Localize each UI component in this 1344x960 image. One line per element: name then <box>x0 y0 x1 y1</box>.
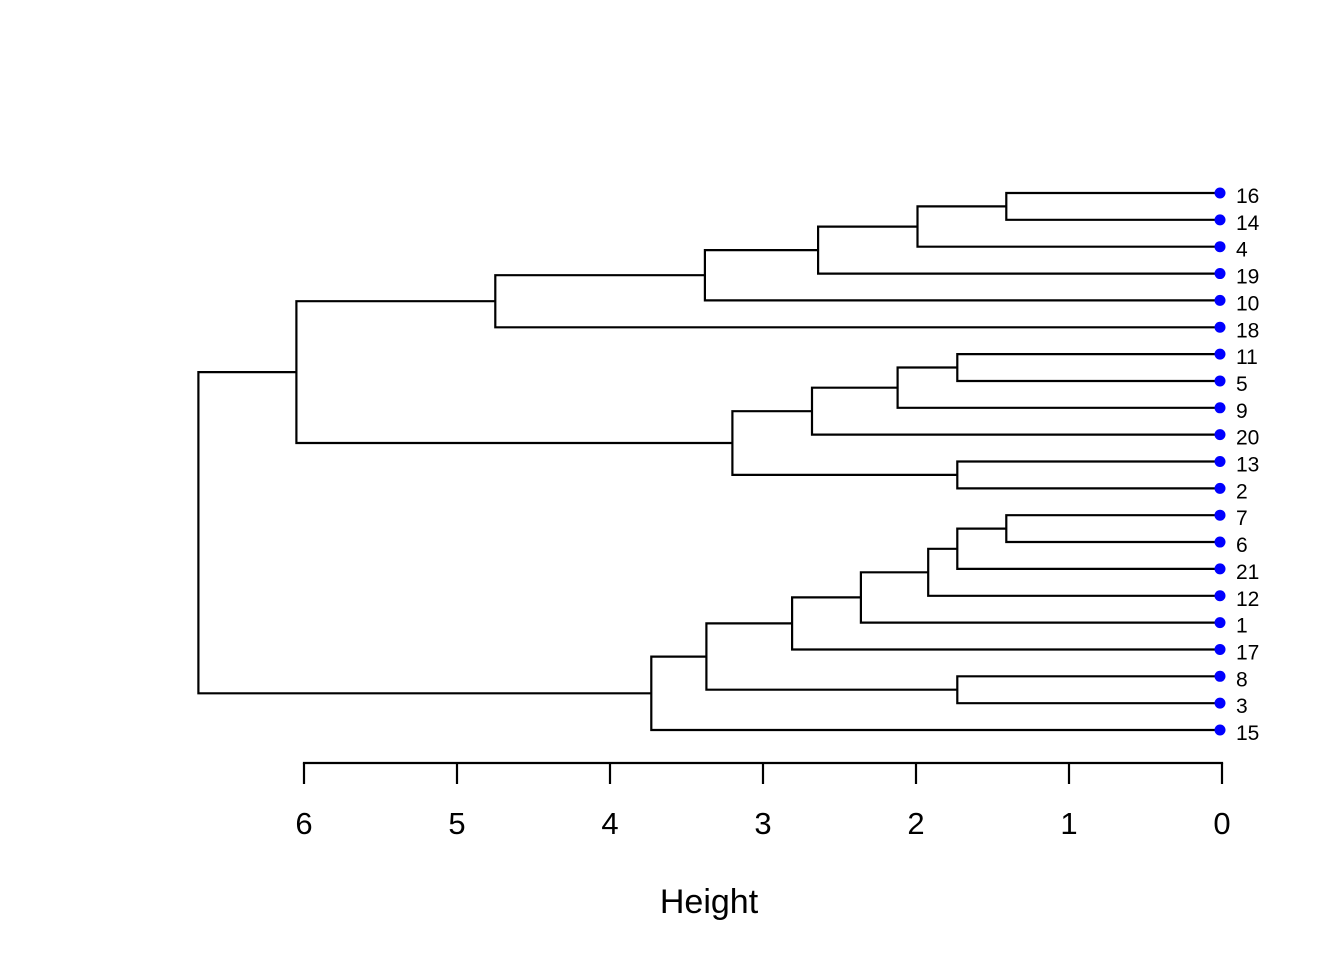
dendrogram-branch <box>810 386 1221 436</box>
leaf-label: 2 <box>1236 480 1248 503</box>
leaf-marker-dot-icon <box>1214 429 1226 441</box>
leaf-label: 3 <box>1236 695 1248 718</box>
leaf-label: 19 <box>1236 266 1259 289</box>
leaf-marker-dot-icon <box>1214 321 1226 333</box>
dendrogram-branch <box>731 410 958 476</box>
x-axis-tick-label: 3 <box>754 806 771 841</box>
leaf-label: 5 <box>1236 373 1248 396</box>
leaf-label: 13 <box>1236 454 1259 477</box>
leaf-marker-dot-icon <box>1214 456 1226 467</box>
dendrogram-branch <box>927 547 1221 597</box>
leaf-marker-dot-icon <box>1214 697 1226 709</box>
dendrogram-branch <box>1005 191 1221 221</box>
leaf-label: 4 <box>1236 239 1248 262</box>
leaf-label: 14 <box>1236 212 1260 235</box>
dendrogram-branch <box>1005 514 1221 544</box>
x-axis: 6 5 4 3 2 1 0 Height <box>295 761 1231 921</box>
leaf-marker-dot-icon <box>1214 617 1226 629</box>
dendrogram-branch <box>956 527 1221 570</box>
dendrogram-branch <box>295 300 733 445</box>
leaf-marker-dot-icon <box>1214 402 1226 414</box>
dendrogram-branch <box>705 622 958 691</box>
dendrogram-branch <box>197 371 652 695</box>
x-axis-tick-label: 6 <box>295 806 312 841</box>
dendrogram-branch <box>859 571 1221 624</box>
leaf-label: 20 <box>1236 427 1259 450</box>
leaf-label: 15 <box>1236 722 1259 745</box>
leaf-marker-dot-icon <box>1214 643 1226 655</box>
leaf-label: 12 <box>1236 588 1259 611</box>
dendrogram-branch <box>703 249 1221 302</box>
leaf-marker-dot-icon <box>1214 590 1226 602</box>
leaf-label: 21 <box>1236 561 1259 584</box>
leaf-label: 9 <box>1236 400 1248 423</box>
leaf-marker-dot-icon <box>1214 294 1226 306</box>
leaf-label: 18 <box>1236 319 1259 342</box>
dendrogram-branch <box>956 353 1221 383</box>
leaf-label: 1 <box>1236 615 1248 638</box>
dendrogram-branch <box>956 460 1221 490</box>
dendrogram-branch <box>650 655 1221 732</box>
leaf-marker-dot-icon <box>1214 536 1226 548</box>
leaf-marker-dot-icon <box>1214 348 1226 360</box>
leaf-label: 16 <box>1236 185 1259 208</box>
leaf-label: 8 <box>1236 668 1248 691</box>
x-axis-tick-label: 4 <box>601 806 618 841</box>
dendrogram-branch <box>817 225 1221 275</box>
leaf-marker-dot-icon <box>1214 214 1226 226</box>
leaf-marker-dot-icon <box>1214 670 1226 682</box>
leaf-marker-dot-icon <box>1214 509 1226 521</box>
leaf-marker-dot-icon <box>1214 563 1226 575</box>
leaf-marker-dot-icon <box>1214 482 1226 494</box>
leaf-label: 7 <box>1236 507 1248 530</box>
x-axis-tick-label: 1 <box>1060 806 1077 841</box>
leaf-label: 17 <box>1236 641 1259 664</box>
dendrogram-branch <box>956 675 1221 705</box>
leaf-markers-group <box>1214 187 1226 736</box>
leaf-marker-dot-icon <box>1214 187 1226 199</box>
leaf-label: 6 <box>1236 534 1248 557</box>
branches-group <box>197 191 1221 732</box>
leaf-marker-dot-icon <box>1214 268 1226 280</box>
leaf-marker-dot-icon <box>1214 724 1226 736</box>
x-axis-tick-label: 5 <box>448 806 465 841</box>
leaf-marker-dot-icon <box>1214 241 1226 253</box>
x-axis-tick-label: 2 <box>907 806 924 841</box>
x-axis-tick-label: 0 <box>1213 806 1230 841</box>
leaf-label: 11 <box>1236 346 1258 369</box>
dendrogram-branch <box>916 205 1221 248</box>
leaf-label: 10 <box>1236 292 1259 315</box>
leaf-labels-group: 16 14 4 19 10 18 11 5 9 20 13 2 7 6 21 12 1 17 8 3 15 <box>1236 185 1260 745</box>
dendrogram-branch <box>896 366 1221 409</box>
x-axis-title: Height <box>660 883 759 921</box>
leaf-marker-dot-icon <box>1214 375 1226 387</box>
